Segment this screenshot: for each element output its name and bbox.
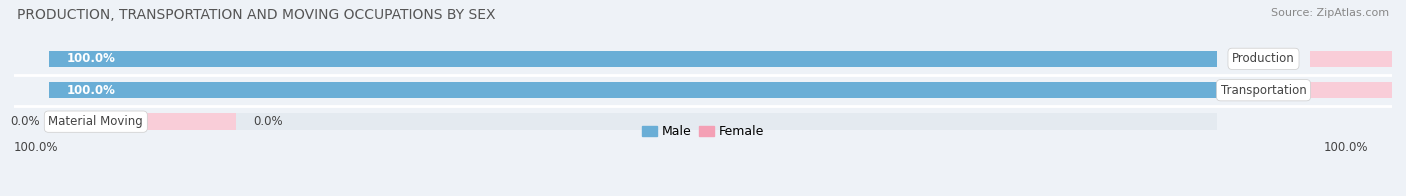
Bar xyxy=(49,82,1216,98)
Text: 100.0%: 100.0% xyxy=(14,141,59,154)
Text: Transportation: Transportation xyxy=(1220,84,1306,97)
Text: 0.0%: 0.0% xyxy=(10,115,39,128)
Text: Material Moving: Material Moving xyxy=(48,115,143,128)
Bar xyxy=(49,82,1216,98)
Text: 100.0%: 100.0% xyxy=(66,84,115,97)
Text: 100.0%: 100.0% xyxy=(66,52,115,65)
Text: 100.0%: 100.0% xyxy=(1324,141,1368,154)
Text: Production: Production xyxy=(1232,52,1295,65)
Bar xyxy=(49,113,1216,130)
Text: Source: ZipAtlas.com: Source: ZipAtlas.com xyxy=(1271,8,1389,18)
Bar xyxy=(1310,82,1403,98)
Text: 0.0%: 0.0% xyxy=(253,115,283,128)
Bar xyxy=(49,51,1216,67)
Bar xyxy=(49,51,1216,67)
Bar xyxy=(1310,51,1403,67)
Bar xyxy=(142,113,236,130)
Legend: Male, Female: Male, Female xyxy=(637,120,769,143)
Bar xyxy=(49,113,107,130)
Text: PRODUCTION, TRANSPORTATION AND MOVING OCCUPATIONS BY SEX: PRODUCTION, TRANSPORTATION AND MOVING OC… xyxy=(17,8,495,22)
